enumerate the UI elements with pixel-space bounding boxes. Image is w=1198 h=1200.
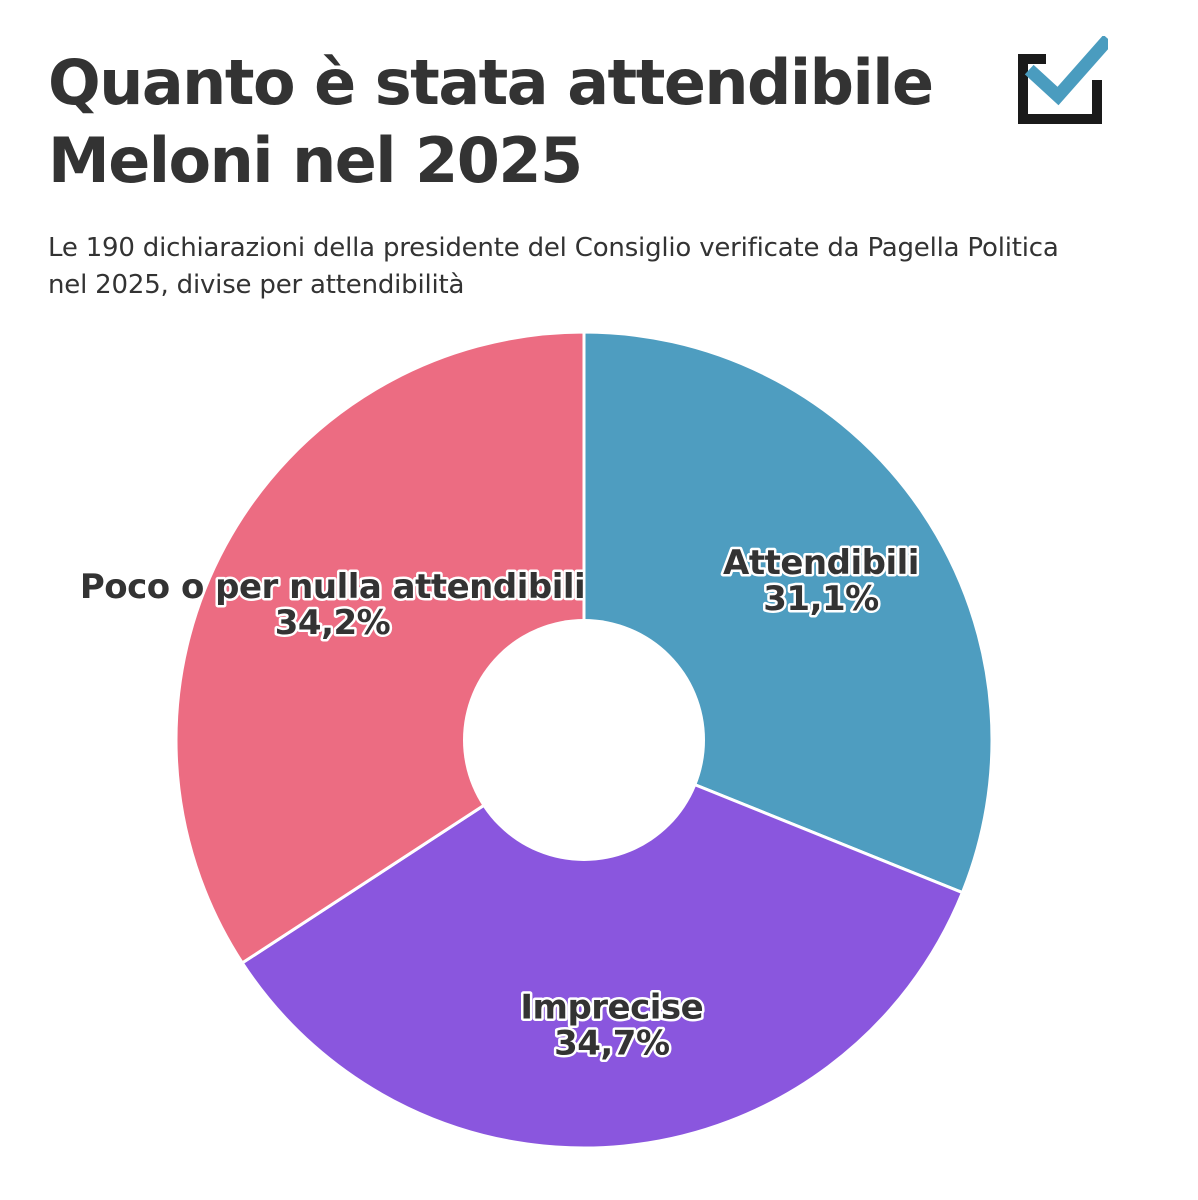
logo-frame: [1018, 54, 1102, 124]
chart-slices: [174, 330, 994, 1150]
checkbox-check-icon: [1018, 36, 1108, 124]
donut-hole: [463, 619, 705, 861]
logo-check: [1024, 36, 1108, 106]
slice-label-0: Attendibili: [723, 543, 919, 583]
pie-slice-1: [240, 738, 964, 1150]
chart-subtitle: Le 190 dichiarazioni della presidente de…: [48, 233, 1059, 300]
slice-value-2: 34,2%: [275, 603, 390, 643]
slice-label-2: Poco o per nulla attendibili: [80, 567, 585, 607]
slice-value-0: 31,1%: [763, 579, 878, 619]
chart-title: Quanto è stata attendibile Meloni nel 20…: [48, 46, 934, 197]
pie-slice-2: [174, 330, 586, 965]
slice-label-1: Imprecise: [520, 988, 703, 1028]
slice-value-1: 34,7%: [554, 1024, 669, 1064]
